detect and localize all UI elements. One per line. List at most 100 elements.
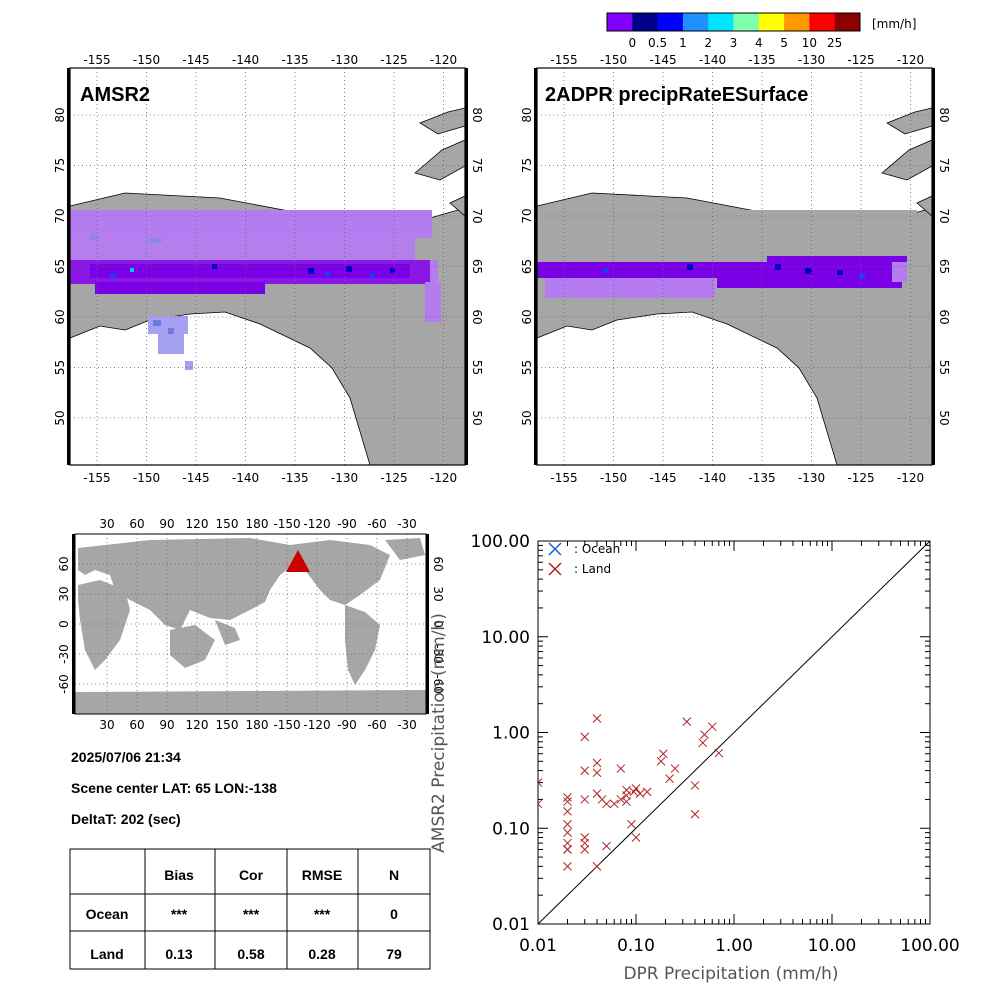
amsr2-map (69, 68, 466, 466)
data-point (538, 778, 543, 787)
colorbar-label: 10 (802, 36, 817, 50)
lon-tick-label: -155 (83, 53, 110, 67)
colorbar-label: 5 (780, 36, 788, 50)
data-point (665, 774, 674, 783)
data-point (563, 828, 572, 837)
data-point (622, 797, 631, 806)
data-point (631, 784, 641, 793)
scatter-ticks: 0.010.01 0.10 0.10 1.00 1.00 10.00 10.00 100.00… (471, 532, 960, 956)
data-point (580, 766, 590, 775)
world-lon-tick-label: 180 (246, 517, 269, 531)
colorbar-swatch (784, 13, 810, 31)
y-tick-label: 0.01 (492, 915, 530, 935)
legend-marker (548, 542, 562, 556)
data-point (592, 714, 602, 723)
world-lon-tick-label: 150 (216, 517, 239, 531)
world-lon-tick-label: 30 (99, 718, 114, 732)
colorbar-labels: 0 0.5 1 2 3 4 5 10 25 (628, 36, 842, 50)
world-lon-tick-label: -60 (367, 517, 387, 531)
lat-tick-label: 70 (520, 208, 534, 223)
lon-tick-label: -125 (847, 53, 874, 67)
colorbar-swatch (657, 13, 684, 31)
legend-label: : Land (574, 562, 611, 576)
world-lon-tick-label: 60 (129, 718, 144, 732)
colorbar-label: 3 (730, 36, 738, 50)
lat-tick-label: 55 (520, 360, 534, 375)
colorbar-label: 2 (704, 36, 712, 50)
lat-tick-label: 60 (53, 309, 67, 324)
data-point (592, 768, 602, 778)
world-lon-tick-label: -120 (303, 517, 330, 531)
data-point (563, 793, 572, 802)
data-point (690, 809, 700, 819)
scatter-legend: : Ocean: Land (548, 542, 620, 576)
world-map-tick-labels: 303060609090120120150150180180-150-150-1… (57, 517, 445, 732)
data-point (700, 730, 709, 739)
data-point (592, 789, 602, 798)
lon-tick-label: -150 (600, 471, 627, 485)
lon-tick-label: -130 (331, 471, 358, 485)
lon-tick-label: -150 (133, 53, 160, 67)
data-point (538, 799, 543, 809)
lat-tick-label: 65 (937, 259, 951, 274)
world-lon-tick-label: -90 (337, 517, 357, 531)
lon-tick-label: -145 (649, 53, 676, 67)
lon-tick-label: -125 (380, 471, 407, 485)
colorbar: 0 0.5 1 2 3 4 5 10 25 [mm/h] (606, 12, 916, 50)
world-lat-tick-label: -60 (431, 674, 445, 694)
world-lon-tick-label: -150 (273, 517, 300, 531)
lon-tick-label: -135 (281, 471, 308, 485)
colorbar-swatch (632, 13, 659, 31)
x-tick-label: 1.00 (715, 936, 753, 956)
colorbar-swatch (708, 13, 734, 31)
data-point (622, 791, 631, 800)
lat-tick-label: 65 (53, 259, 67, 274)
lat-tick-label: 60 (937, 309, 951, 324)
data-point (635, 789, 645, 798)
lat-tick-label: 70 (937, 208, 951, 223)
world-locator-map: 303060609090120120150150180180-150-150-1… (57, 517, 445, 732)
data-point (656, 756, 666, 766)
table-cell-ocean-bias: *** (171, 906, 188, 922)
data-point (592, 861, 602, 871)
lon-tick-label: -120 (897, 471, 924, 485)
data-point (627, 819, 636, 829)
y-tick-label: 100.00 (471, 532, 530, 552)
world-lat-tick-label: -60 (57, 674, 71, 694)
lat-tick-label: 80 (53, 107, 67, 122)
data-point (563, 838, 572, 848)
world-lon-tick-label: 180 (246, 718, 269, 732)
table-cell-ocean-rmse: *** (314, 906, 331, 922)
stats-table: Bias Cor RMSE N Ocean *** *** *** 0 Land… (69, 848, 431, 970)
x-tick-label: 0.01 (519, 936, 557, 956)
lon-tick-label: -140 (232, 471, 259, 485)
lat-tick-label: 50 (520, 410, 534, 425)
colorbar-swatch (682, 13, 709, 31)
y-tick-label: 0.10 (492, 819, 530, 839)
world-lon-tick-label: -60 (367, 718, 387, 732)
lat-tick-label: 75 (520, 158, 534, 173)
lon-tick-label: -150 (600, 53, 627, 67)
world-lon-tick-label: 120 (186, 718, 209, 732)
lat-tick-label: 75 (53, 158, 67, 173)
precip-field (537, 210, 917, 298)
world-lon-tick-label: 120 (186, 517, 209, 531)
delta-t-text: DeltaT: 202 (sec) (71, 811, 181, 827)
lat-tick-label: 80 (470, 107, 484, 122)
colorbar-swatches (607, 13, 861, 31)
data-point (563, 845, 572, 854)
colorbar-unit: [mm/h] (872, 17, 916, 31)
lon-tick-label: -120 (430, 471, 457, 485)
data-point (580, 838, 590, 848)
lon-tick-label: -130 (331, 53, 358, 67)
x-tick-label: 100.00 (900, 936, 959, 956)
lat-tick-label: 50 (470, 410, 484, 425)
dpr-map (536, 68, 933, 466)
world-lon-tick-label: 90 (159, 517, 174, 531)
lon-tick-label: -155 (550, 471, 577, 485)
table-row-label-ocean: Ocean (86, 906, 129, 922)
lat-tick-label: 70 (470, 208, 484, 223)
colorbar-swatch (834, 13, 861, 31)
lat-tick-label: 55 (937, 360, 951, 375)
